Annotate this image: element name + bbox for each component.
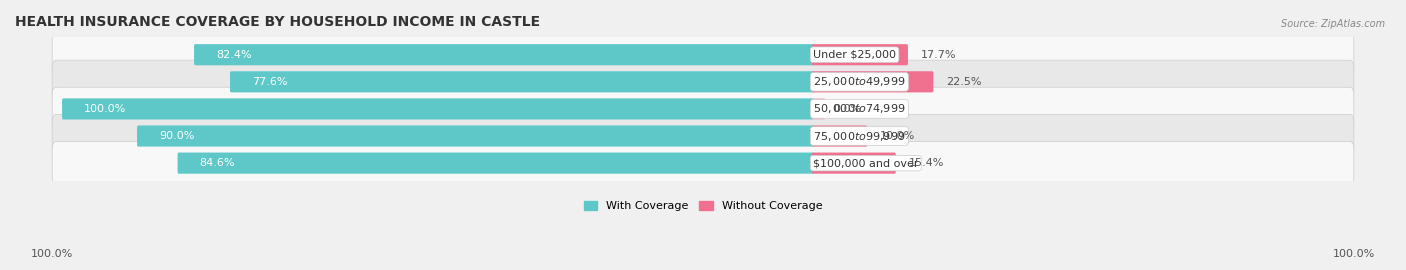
FancyBboxPatch shape xyxy=(52,33,1354,76)
Text: $25,000 to $49,999: $25,000 to $49,999 xyxy=(813,75,905,88)
FancyBboxPatch shape xyxy=(52,114,1354,158)
Text: 10.0%: 10.0% xyxy=(880,131,915,141)
FancyBboxPatch shape xyxy=(813,44,908,65)
Text: 15.4%: 15.4% xyxy=(908,158,943,168)
Text: $100,000 and over: $100,000 and over xyxy=(813,158,918,168)
FancyBboxPatch shape xyxy=(813,126,868,147)
FancyBboxPatch shape xyxy=(813,98,825,120)
FancyBboxPatch shape xyxy=(52,87,1354,131)
Legend: With Coverage, Without Coverage: With Coverage, Without Coverage xyxy=(579,196,827,215)
FancyBboxPatch shape xyxy=(194,44,814,65)
FancyBboxPatch shape xyxy=(813,153,896,174)
Text: 100.0%: 100.0% xyxy=(31,249,73,259)
FancyBboxPatch shape xyxy=(136,126,814,147)
FancyBboxPatch shape xyxy=(177,153,814,174)
Text: 0.0%: 0.0% xyxy=(834,104,862,114)
FancyBboxPatch shape xyxy=(52,60,1354,103)
Text: 17.7%: 17.7% xyxy=(921,50,956,60)
Text: 90.0%: 90.0% xyxy=(159,131,194,141)
Text: 84.6%: 84.6% xyxy=(200,158,235,168)
Text: $50,000 to $74,999: $50,000 to $74,999 xyxy=(813,102,905,116)
Text: Under $25,000: Under $25,000 xyxy=(813,50,896,60)
FancyBboxPatch shape xyxy=(62,98,814,120)
Text: 77.6%: 77.6% xyxy=(252,77,287,87)
Text: HEALTH INSURANCE COVERAGE BY HOUSEHOLD INCOME IN CASTLE: HEALTH INSURANCE COVERAGE BY HOUSEHOLD I… xyxy=(15,15,540,29)
FancyBboxPatch shape xyxy=(813,71,934,92)
FancyBboxPatch shape xyxy=(231,71,814,92)
Text: 100.0%: 100.0% xyxy=(1333,249,1375,259)
Text: 100.0%: 100.0% xyxy=(84,104,127,114)
Text: Source: ZipAtlas.com: Source: ZipAtlas.com xyxy=(1281,19,1385,29)
Text: 82.4%: 82.4% xyxy=(215,50,252,60)
Text: 22.5%: 22.5% xyxy=(946,77,981,87)
FancyBboxPatch shape xyxy=(52,141,1354,185)
Text: $75,000 to $99,999: $75,000 to $99,999 xyxy=(813,130,905,143)
